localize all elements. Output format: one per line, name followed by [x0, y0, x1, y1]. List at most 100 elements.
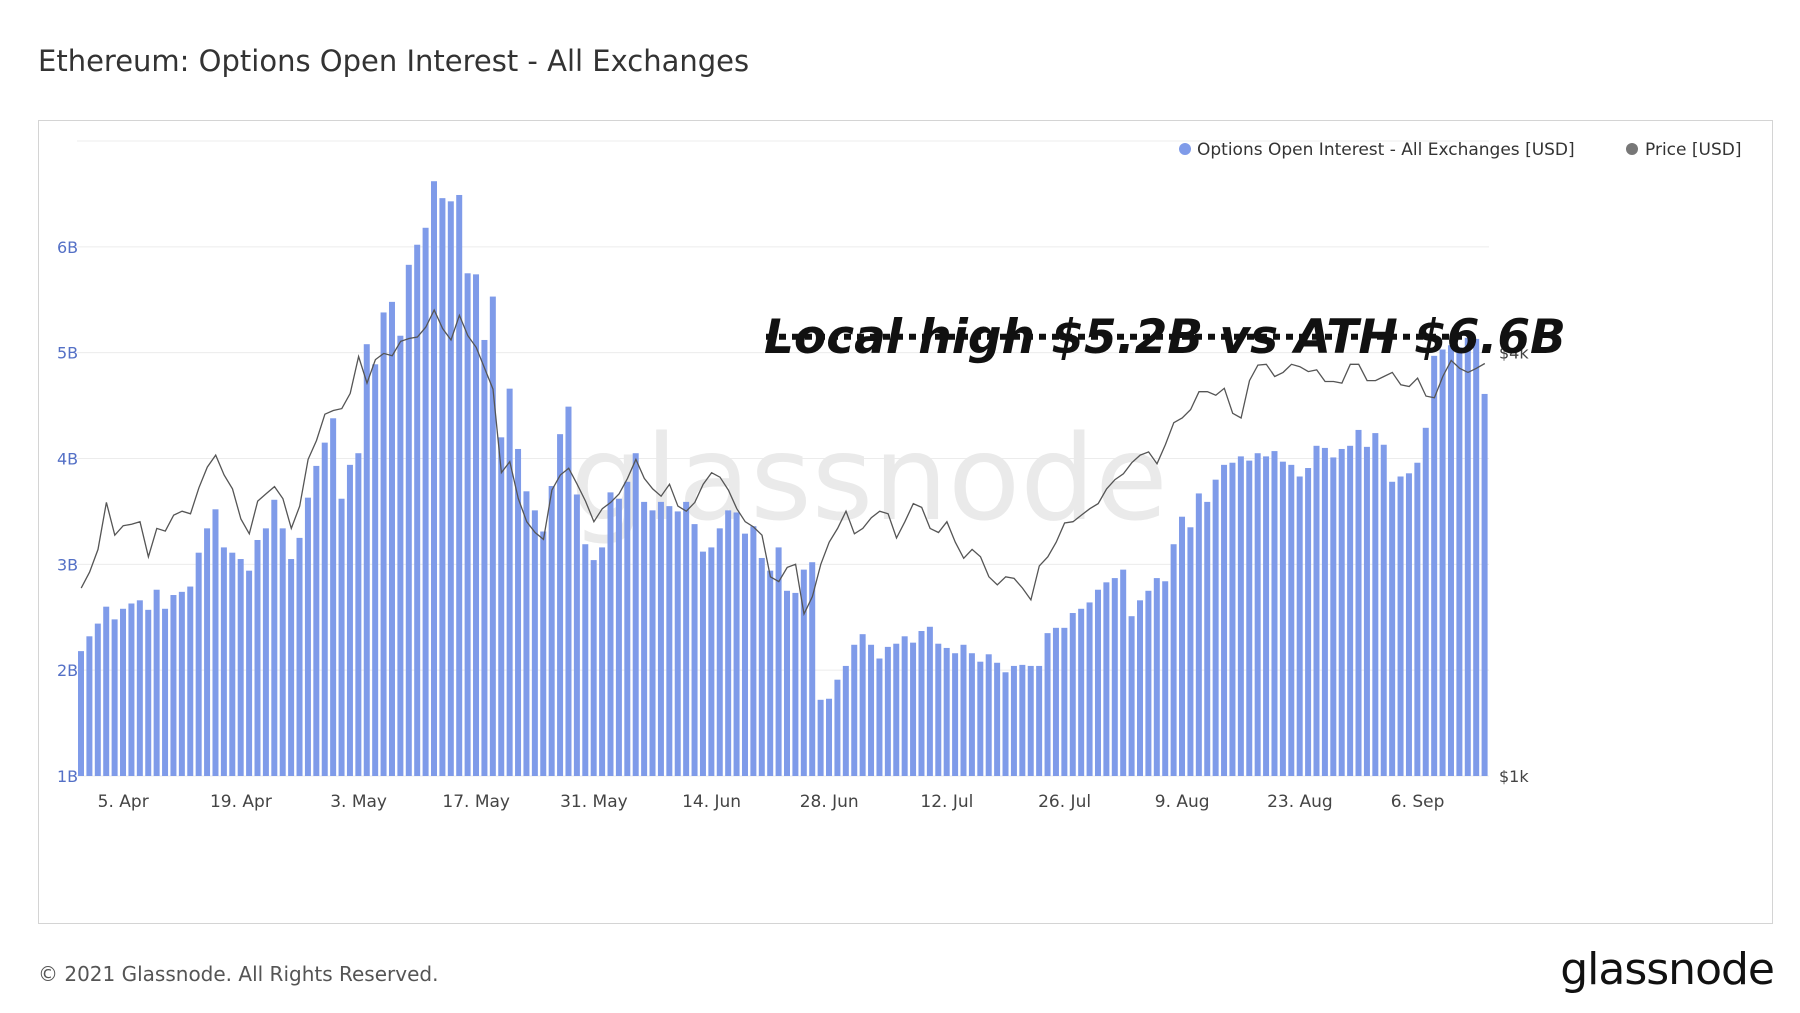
- oi-bar: [1027, 665, 1034, 776]
- oi-bar: [599, 547, 606, 776]
- oi-bar: [304, 497, 311, 776]
- oi-bar: [422, 227, 429, 776]
- oi-bar: [1179, 516, 1186, 776]
- oi-bar: [464, 273, 471, 776]
- x-tick-label: 17. May: [442, 792, 510, 812]
- x-tick-label: 3. May: [330, 792, 387, 812]
- bar-series: [78, 181, 1488, 777]
- oi-bar: [590, 560, 597, 776]
- oi-bar: [1195, 493, 1202, 776]
- oi-bar: [918, 631, 925, 776]
- y-axis-left: 1B 2B 3B 4B 5B 6B: [57, 238, 78, 786]
- oi-bar: [136, 600, 143, 776]
- oi-bar: [338, 498, 345, 776]
- oi-bar: [1237, 456, 1244, 776]
- oi-bar: [498, 437, 505, 776]
- oi-bar: [489, 296, 496, 776]
- oi-bar: [884, 646, 891, 776]
- oi-bar: [926, 626, 933, 776]
- oi-bar: [994, 662, 1001, 776]
- oi-bar: [893, 643, 900, 776]
- oi-bar: [1464, 337, 1471, 776]
- x-tick-label: 26. Jul: [1038, 792, 1091, 812]
- legend-oi-label[interactable]: Options Open Interest - All Exchanges [U…: [1197, 140, 1575, 160]
- oi-bar: [952, 653, 959, 776]
- oi-bar: [1094, 589, 1101, 776]
- oi-bar: [1422, 427, 1429, 776]
- oi-bar: [784, 590, 790, 776]
- oi-bar: [1363, 446, 1370, 776]
- oi-bar: [431, 181, 437, 777]
- oi-bar: [111, 619, 118, 776]
- oi-bar: [1347, 445, 1354, 776]
- oi-bar: [842, 665, 849, 776]
- oi-bar: [800, 569, 807, 777]
- oi-bar: [1439, 349, 1446, 776]
- oi-bar: [767, 570, 774, 776]
- y-left-tick-label: 1B: [57, 767, 78, 786]
- oi-bar: [187, 586, 194, 776]
- oi-bar: [733, 512, 740, 776]
- oi-bar: [674, 511, 681, 776]
- oi-bar: [573, 494, 580, 776]
- oi-bar: [414, 244, 421, 777]
- oi-bar: [1296, 476, 1303, 776]
- oi-bar: [447, 201, 454, 776]
- oi-bar: [960, 644, 967, 776]
- oi-bar: [380, 312, 387, 776]
- oi-bar: [1473, 338, 1480, 776]
- oi-bar: [1061, 627, 1068, 776]
- oi-bar: [388, 301, 395, 776]
- legend-price-label[interactable]: Price [USD]: [1645, 140, 1741, 160]
- footer-logo: glassnode: [1560, 944, 1775, 995]
- oi-bar: [683, 501, 690, 776]
- oi-bar: [1330, 457, 1337, 776]
- oi-bar: [935, 643, 942, 776]
- oi-bar: [540, 531, 547, 776]
- oi-bar: [515, 448, 522, 776]
- oi-bar: [1355, 429, 1362, 776]
- chart-panel: glassnode 1B 2B 3B 4B 5B 6B $1k $4k 5. Apr 19. …: [38, 120, 1773, 924]
- oi-bar: [1086, 602, 1093, 776]
- grid: [77, 140, 1489, 777]
- oi-bar: [1279, 461, 1286, 776]
- oi-bar: [657, 501, 664, 776]
- legend-oi-marker: [1179, 143, 1191, 155]
- oi-bar: [632, 453, 639, 776]
- oi-bar: [94, 623, 101, 776]
- annotation: Local high $5.2B vs ATH $6.6B: [764, 310, 1566, 365]
- oi-bar: [817, 699, 824, 776]
- oi-bar: [1019, 664, 1026, 777]
- oi-bar: [548, 486, 555, 776]
- oi-bar: [582, 544, 589, 776]
- oi-bar: [321, 442, 328, 777]
- oi-bar: [725, 510, 732, 776]
- oi-bar: [699, 551, 706, 776]
- oi-bar: [1481, 393, 1488, 776]
- oi-bar: [254, 539, 261, 776]
- x-tick-label: 23. Aug: [1267, 792, 1333, 812]
- oi-bar: [615, 498, 622, 776]
- oi-bar: [876, 658, 883, 776]
- x-tick-label: 9. Aug: [1155, 792, 1210, 812]
- oi-bar: [346, 464, 353, 776]
- oi-bar: [1120, 569, 1127, 777]
- legend-price-marker: [1626, 143, 1638, 155]
- oi-bar: [313, 465, 320, 776]
- y-axis-right: $1k $4k: [1499, 344, 1529, 786]
- oi-bar: [456, 194, 463, 777]
- oi-bar: [128, 603, 135, 776]
- oi-bar: [868, 644, 875, 776]
- oi-bar: [1246, 460, 1253, 776]
- oi-bar: [1111, 578, 1118, 776]
- y-left-tick-label: 4B: [57, 450, 78, 469]
- oi-bar: [1170, 544, 1177, 776]
- x-tick-label: 28. Jun: [800, 792, 859, 812]
- y-left-tick-label: 5B: [57, 344, 78, 363]
- oi-bar: [397, 335, 404, 776]
- oi-bar: [1372, 433, 1379, 776]
- oi-bar: [708, 547, 715, 776]
- oi-bar: [641, 501, 648, 776]
- oi-bar: [1271, 451, 1278, 776]
